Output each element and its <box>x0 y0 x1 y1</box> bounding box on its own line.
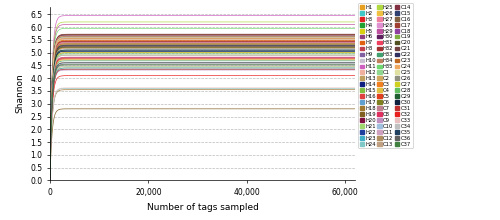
Y-axis label: Shannon: Shannon <box>16 74 24 113</box>
X-axis label: Number of tags sampled: Number of tags sampled <box>146 203 258 212</box>
Legend: H1, H2, H3, H4, H5, H6, H7, H8, H9, H10, H11, H12, H13, H14, H15, H16, H17, H18,: H1, H2, H3, H4, H5, H6, H7, H8, H9, H10,… <box>358 3 412 148</box>
